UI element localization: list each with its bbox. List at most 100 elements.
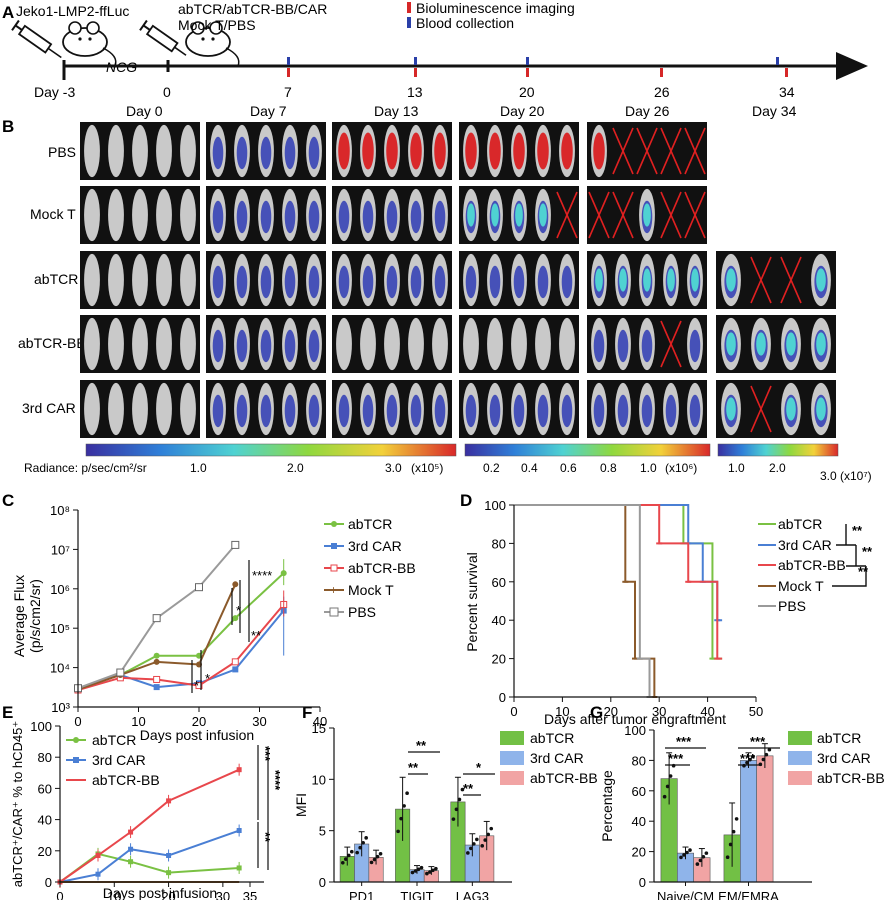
data-point	[236, 767, 242, 773]
x-tick-label: 30	[652, 704, 666, 719]
x-tick-label: 0	[56, 889, 63, 900]
data-dot	[731, 829, 736, 834]
y-tick-label: 15	[312, 721, 326, 736]
scale-tick: 1.0	[640, 461, 657, 475]
data-dot	[402, 804, 406, 808]
signal-blob	[816, 332, 826, 356]
imaging-cell	[206, 251, 326, 309]
signal-blob	[284, 329, 296, 363]
data-point	[236, 865, 242, 871]
signal-blob	[467, 203, 475, 227]
panel-letter-a: A	[2, 3, 14, 22]
blood-legend-swatch	[407, 17, 411, 28]
legend-item: 3rd CAR	[758, 537, 832, 553]
data-dot	[728, 842, 733, 847]
mouse-silhouette	[132, 317, 148, 371]
data-dot	[375, 854, 380, 859]
sig-label: ****	[268, 770, 283, 791]
mouse-silhouette	[132, 382, 148, 436]
data-point	[128, 829, 134, 835]
data-dot	[751, 754, 755, 759]
dead-mark	[780, 256, 802, 304]
signal-blob	[641, 394, 653, 428]
data-point	[236, 828, 242, 834]
data-dot	[668, 774, 673, 778]
y-tick-label: 80	[38, 750, 52, 765]
signal-blob	[362, 200, 374, 234]
sig-label: ***	[676, 734, 692, 749]
x-tick-label: 10	[555, 704, 569, 719]
x-tick-label: Naive/CM	[657, 889, 714, 900]
x-tick-label: 30	[252, 714, 266, 729]
svg-text:PBS: PBS	[778, 598, 806, 614]
dead-mark	[684, 127, 706, 175]
data-point	[232, 581, 239, 588]
panel-letter-d: D	[460, 491, 472, 510]
svg-text:3rd CAR: 3rd CAR	[92, 752, 146, 768]
signal-blob	[491, 203, 499, 227]
legend-item: PBS	[324, 604, 376, 620]
signal-blob	[410, 394, 422, 428]
mouse-icon	[185, 21, 240, 67]
y-tick-label: 0	[639, 875, 646, 890]
y-tick-label: 40	[632, 814, 646, 829]
model-label: Jeko1-LMP2-ffLuc	[16, 3, 129, 19]
imaging-cell	[716, 380, 836, 438]
svg-text:abTCR: abTCR	[778, 516, 822, 532]
signal-blob	[465, 132, 477, 170]
arrow-icon	[836, 52, 868, 80]
day-headers: Day 0 Day 7 Day 13 Day 20 Day 26 Day 34	[126, 103, 797, 119]
signal-blob	[641, 329, 653, 363]
signal-blob	[410, 265, 422, 299]
signal-blob	[338, 132, 350, 170]
signal-blob	[513, 394, 525, 428]
data-dot	[416, 867, 421, 872]
legend-item: abTCR-BB	[788, 770, 885, 786]
y-tick-label: 20	[492, 652, 506, 667]
data-point	[153, 658, 160, 665]
imaging-cell	[332, 315, 452, 373]
imaging-cell	[206, 186, 326, 244]
signal-blob	[284, 265, 296, 299]
signal-blob	[643, 268, 651, 292]
y-tick-label: 20	[38, 844, 52, 859]
chart-c-legend: abTCR 3rd CAR abTCR-BB + Mock T PBS	[324, 516, 416, 620]
x-ticks: Naive/CM EM/EMRA	[657, 882, 779, 900]
signal-blob	[362, 132, 374, 170]
data-dot	[475, 837, 479, 842]
mouse-icon	[62, 21, 117, 67]
legend-item: 3rd CAR	[788, 750, 871, 766]
mouse-silhouette	[384, 317, 400, 371]
data-dot	[748, 757, 752, 762]
scale-unit: (x10⁷)	[840, 469, 872, 483]
imaging-cell	[459, 315, 579, 373]
signal-blob	[489, 265, 501, 299]
sig-label: **	[408, 760, 419, 775]
data-dot	[701, 854, 706, 859]
data-point	[195, 583, 203, 592]
signal-blob	[537, 265, 549, 299]
signal-blob	[410, 200, 422, 234]
sig-label: ***	[668, 751, 684, 766]
data-point	[195, 682, 203, 690]
y-tick-label: 80	[492, 536, 506, 551]
imaging-cell	[80, 380, 200, 438]
signal-blob	[726, 332, 736, 356]
signal-blob	[689, 394, 701, 428]
y-tick-label: 10⁷	[51, 542, 70, 557]
day-label: 20	[519, 84, 535, 100]
signal-blob	[465, 265, 477, 299]
chart-f-legend: abTCR 3rd CAR abTCR-BB	[500, 730, 598, 786]
signal-blob	[593, 394, 605, 428]
x-tick-label: 0	[510, 704, 517, 719]
legend-item: abTCR-BB	[324, 560, 416, 576]
x-axis-label: Days after tumor engraftment	[544, 711, 726, 727]
signal-blob	[212, 265, 224, 299]
sig-label: *	[194, 678, 199, 693]
mouse-silhouette	[408, 317, 424, 371]
svg-text:abTCR: abTCR	[530, 730, 574, 746]
data-dot	[346, 853, 351, 858]
y-tick-label: 0	[45, 875, 52, 890]
x-tick-label: 30	[216, 889, 230, 900]
radiance-scale-bar	[717, 443, 839, 457]
